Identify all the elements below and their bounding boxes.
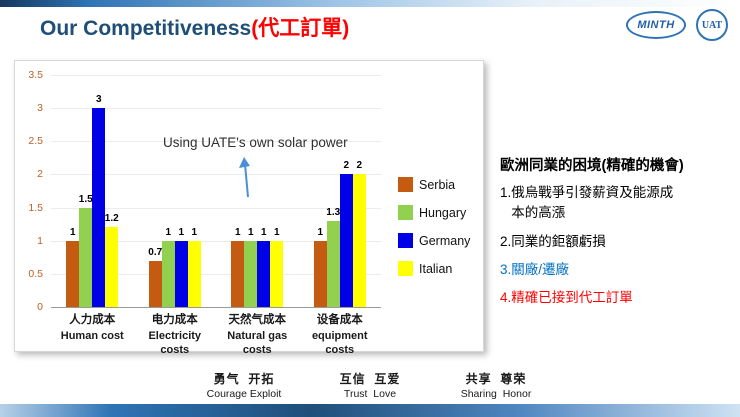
footer-value-english: Sharing Honor (460, 388, 532, 400)
legend-label: Serbia (419, 177, 456, 192)
bar-hungary-1: 1 (161, 227, 175, 307)
legend-label: Italian (419, 261, 453, 276)
bar-italian-0: 1.2 (105, 213, 119, 307)
top-accent-bar (0, 0, 740, 7)
legend-item-hungary: Hungary (398, 205, 470, 220)
opportunity-list: 1.俄烏戰爭引發薪資及能源成 本的高漲 2.同業的鉅額虧損 3.關廠/遷廠 4.精確已… (500, 183, 740, 308)
bar-value-label: 1 (165, 226, 172, 238)
y-tick-label: 1 (37, 234, 43, 247)
opportunity-item: 4.精確已接到代工訂單 (500, 290, 633, 305)
bar-value-label: 1 (273, 226, 280, 238)
bar-value-label: 0.7 (148, 246, 163, 258)
bar-value-label: 1 (191, 226, 198, 238)
legend-item-italian: Italian (398, 261, 470, 276)
footer-value: 共享 尊荣 Sharing Honor (450, 370, 542, 400)
title-english: Our Competitiveness (40, 17, 252, 40)
bar-value-label: 3 (95, 94, 102, 106)
logo-group: MINTH UAT (626, 9, 728, 41)
y-tick-label: 0 (37, 301, 43, 313)
y-tick-label: 3.5 (28, 69, 43, 81)
values-footer: 勇气 开拓 Courage Exploit 互信 互爱 Trust Love 共享 尊荣… (0, 370, 740, 400)
opportunity-panel: 歐洲同業的困境(精確的機會) 1.俄烏戰爭引發薪資及能源成 本的高漲 2.同業的鉅… (500, 154, 740, 308)
opportunity-item: 2.同業的鉅額虧損 (500, 233, 606, 249)
category-label: 人力成本 Human cost (60, 314, 124, 342)
minth-logo: MINTH (626, 11, 686, 39)
bar-value-label: 1 (69, 226, 76, 238)
bar-value-label: 2 (343, 160, 350, 172)
bar-serbia-3: 1 (313, 227, 327, 307)
y-axis: 0 0.5 1 1.5 2 2.5 3 3.5 (15, 69, 47, 313)
legend-label: Germany (419, 233, 471, 248)
footer-value-chinese: 互信 互爱 (339, 372, 401, 386)
category-label: 天然气成本 Natural gas costs (227, 314, 288, 357)
bar-groups: 1 1.5 3 1.2 0.7 1 1 1 1 1 1 1 1 1.3 2 2 (51, 75, 381, 307)
bar-italian-1: 1 (187, 227, 201, 307)
bar-group: 0.7 1 1 1 (134, 75, 217, 307)
footer-value-english: Courage Exploit (206, 388, 282, 400)
footer-value-chinese: 勇气 开拓 (213, 372, 275, 386)
bar-group: 1 1.3 2 2 (299, 75, 382, 307)
y-tick-label: 2.5 (28, 135, 43, 148)
bar-value-label: 1.3 (326, 206, 341, 218)
y-tick-label: 2 (37, 168, 43, 181)
opportunity-panel-title: 歐洲同業的困境(精確的機會) (500, 158, 684, 174)
footer-value: 勇气 开拓 Courage Exploit (198, 370, 290, 400)
minth-logo-text: MINTH (637, 19, 675, 31)
annotation-arrow-icon (239, 157, 250, 198)
footer-value-chinese: 共享 尊荣 (465, 372, 527, 386)
bar-germany-3: 2 (339, 160, 353, 307)
plot-area: 1 1.5 3 1.2 0.7 1 1 1 1 1 1 1 1 1.3 2 2 (51, 75, 381, 308)
footer-value-english: Trust Love (343, 388, 397, 400)
bar-serbia-0: 1 (66, 227, 80, 307)
bar-germany-1: 1 (174, 227, 188, 307)
category-label: 设备成本 equipment costs (311, 314, 368, 357)
bar-hungary-0: 1.5 (79, 194, 93, 307)
y-tick-label: 1.5 (28, 201, 43, 214)
bar-serbia-1: 0.7 (148, 247, 162, 307)
uat-logo: UAT (696, 9, 728, 41)
bar-chart: 0 0.5 1 1.5 2 2.5 3 3.5 1 1.5 3 1.2 0.7 1 1 1 1 1 1 1 1 1.3 2… (14, 60, 484, 356)
bar-hungary-2: 1 (244, 227, 258, 307)
bar-value-label: 1 (247, 226, 254, 238)
bar-value-label: 1 (178, 226, 185, 238)
uat-logo-text: UAT (701, 19, 723, 31)
bar-italian-2: 1 (270, 227, 284, 307)
bar-hungary-3: 1.3 (326, 207, 340, 307)
legend-label: Hungary (419, 205, 467, 220)
legend-item-germany: Germany (398, 233, 470, 248)
gridlines (51, 75, 381, 307)
y-tick-label: 3 (37, 102, 43, 115)
chart-legend: Serbia Hungary Germany Italian (398, 177, 470, 276)
legend-item-serbia: Serbia (398, 177, 470, 192)
page-title: Our Competitiveness(代工訂單) (40, 12, 349, 42)
chart-annotation: Using UATE's own solar power (163, 135, 348, 150)
bar-value-label: 1.2 (104, 213, 119, 225)
x-axis-labels: 人力成本 Human cost 电力成本 Electricity costs 天然气成本… (51, 313, 381, 358)
legend-swatch (398, 205, 413, 220)
bar-value-label: 2 (356, 160, 363, 172)
category-label: 电力成本 Electricity costs (148, 314, 202, 357)
opportunity-item: 1.俄烏戰爭引發薪資及能源成 本的高漲 (500, 185, 674, 221)
bar-group: 1 1.5 3 1.2 (51, 75, 134, 307)
bar-value-label: 1.5 (78, 193, 93, 205)
bar-value-label: 1 (260, 226, 267, 238)
title-chinese: (代工訂單) (251, 17, 350, 40)
legend-swatch (398, 233, 413, 248)
bar-italian-3: 2 (352, 160, 366, 307)
bar-germany-2: 1 (257, 227, 271, 307)
bar-germany-0: 3 (92, 94, 106, 307)
y-tick-label: 0.5 (28, 267, 43, 280)
legend-swatch (398, 261, 413, 276)
bottom-accent-bar (0, 404, 740, 417)
bar-serbia-2: 1 (231, 227, 245, 307)
bar-value-label: 1 (234, 226, 241, 238)
legend-swatch (398, 177, 413, 192)
footer-value: 互信 互爱 Trust Love (324, 370, 416, 400)
bar-value-label: 1 (317, 226, 324, 238)
opportunity-item: 3.關廠/遷廠 (500, 261, 570, 277)
